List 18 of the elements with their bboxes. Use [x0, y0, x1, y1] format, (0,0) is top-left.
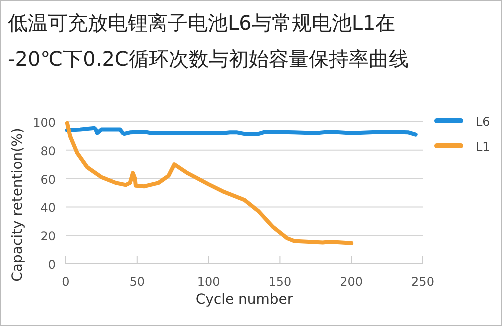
x-tick-label: 0	[62, 275, 70, 289]
y-tick-label: 60	[40, 172, 56, 187]
x-tick-label: 100	[197, 275, 220, 289]
y-axis-title: Capacity retention(%)	[10, 128, 26, 282]
y-tick-label: 100	[33, 116, 56, 130]
x-tick-label: 150	[268, 275, 292, 289]
x-axis-title: Cycle number	[196, 292, 294, 308]
y-tick-label: 0	[48, 258, 56, 272]
chart-subtitle: -20℃下0.2C循环次数与初始容量保持率曲线	[8, 47, 409, 71]
x-tick-label: 50	[130, 275, 146, 289]
x-tick-label: 250	[412, 275, 434, 289]
x-tick-label: 200	[340, 275, 364, 289]
y-tick-label: 20	[40, 230, 56, 244]
y-tick-label: 80	[40, 144, 56, 158]
y-tick-label: 40	[40, 201, 56, 216]
chart-title: 低温可充放电锂离子电池L6与常规电池L1在	[8, 11, 396, 35]
legend-label: L6	[476, 115, 490, 129]
legend-label: L1	[476, 140, 490, 154]
